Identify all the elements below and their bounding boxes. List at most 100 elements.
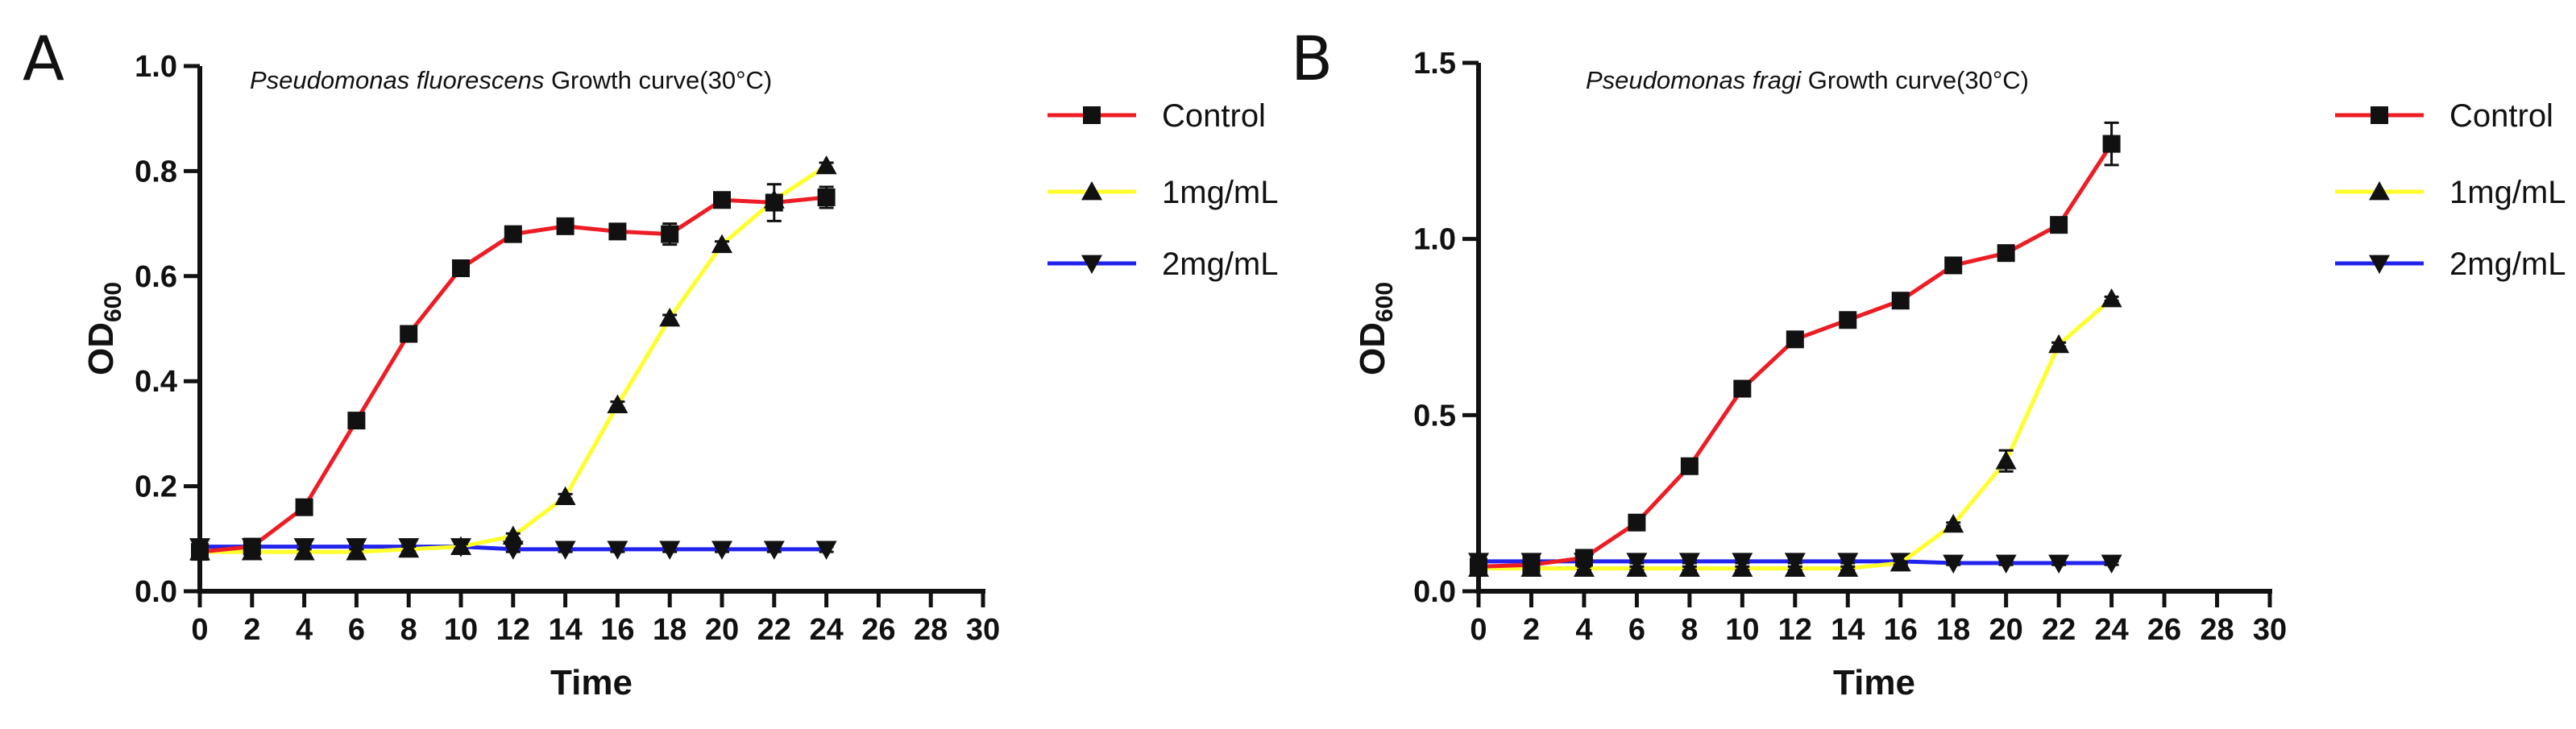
data-point	[2101, 554, 2122, 574]
legend-label: 2mg/mL	[1162, 246, 1279, 282]
x-tick-label: 18	[1936, 613, 1970, 647]
data-point	[504, 225, 522, 243]
x-tick-label: 20	[1989, 613, 2023, 647]
y-tick-label: 0.2	[135, 470, 177, 504]
legend-marker	[1083, 106, 1101, 124]
x-tick-label: 22	[2042, 613, 2076, 647]
chart-a-svg: 0.00.20.40.60.81.00 2 4 6 8 10 12 14 16 18 20 22 24 2…	[81, 50, 1279, 702]
data-point	[243, 537, 261, 556]
x-tick-label: 4	[1575, 613, 1592, 647]
data-point	[346, 541, 367, 561]
panel-letter-b: B	[1291, 23, 1334, 94]
data-point	[1574, 549, 1593, 567]
y-tick-label: 1.5	[1413, 47, 1456, 81]
data-point	[554, 541, 576, 560]
y-axis-title-subscript: 600	[1371, 282, 1398, 322]
data-point	[191, 543, 209, 561]
x-tick-label: 8	[1681, 613, 1698, 647]
series-line	[1478, 143, 2113, 569]
y-tick-label: 0.8	[135, 155, 177, 188]
x-tick-label: 30	[2253, 613, 2287, 647]
x-axis-title: Time	[550, 663, 633, 702]
chart-panel-b: B 0.0 0.5 1.0 1.5 0 2 4 6 8 10 12 14 16 18 20 22 24 26 28 3…	[1288, 0, 2576, 729]
data-point	[347, 412, 366, 430]
data-point	[1470, 557, 1487, 576]
x-tick-label: 18	[653, 613, 687, 647]
x-tick-label: 6	[348, 613, 365, 647]
legend-item: Control	[1047, 98, 1266, 134]
series-line	[200, 164, 828, 554]
legend-label: Control	[1162, 98, 1266, 134]
y-tick-label: 0.0	[1413, 575, 1456, 609]
legend-item: 1mg/mL	[1047, 175, 1279, 210]
x-tick-label: 20	[705, 613, 739, 647]
data-point	[502, 525, 524, 545]
data-point	[2102, 135, 2121, 153]
data-point	[1626, 557, 1648, 577]
data-point	[554, 486, 576, 506]
data-point	[502, 541, 524, 560]
panel-letter-a: A	[23, 23, 64, 94]
data-point	[1944, 256, 1963, 275]
data-point	[2050, 216, 2068, 234]
data-point	[1839, 311, 1857, 329]
data-point	[661, 225, 679, 243]
data-point	[1678, 557, 1700, 577]
data-point	[1995, 554, 2017, 574]
x-tick-label: 24	[2094, 613, 2128, 647]
data-point	[1680, 457, 1699, 475]
x-tick-label: 10	[444, 613, 478, 647]
y-tick-label: 0.6	[135, 260, 177, 294]
data-point	[711, 234, 732, 254]
x-tick-label: 10	[1725, 613, 1759, 647]
x-tick-label: 0	[1470, 613, 1487, 647]
x-tick-label: 0	[191, 613, 208, 647]
data-point	[2101, 288, 2122, 308]
legend-item: 1mg/mL	[2335, 175, 2566, 210]
legend-marker	[2371, 106, 2388, 124]
data-point	[1889, 553, 1911, 572]
data-point	[450, 536, 471, 555]
series-1mg-ml	[189, 155, 837, 561]
x-tick-label: 12	[496, 613, 530, 647]
x-tick-label: 14	[548, 613, 582, 647]
data-point	[2048, 554, 2070, 574]
data-point	[1943, 554, 1964, 574]
y-tick-label: 1.0	[1413, 223, 1456, 257]
y-tick-label: 0.5	[1413, 399, 1456, 433]
x-tick-label: 6	[1628, 613, 1645, 647]
data-point	[659, 541, 681, 560]
x-tick-label: 8	[400, 613, 417, 647]
legend-marker	[2369, 255, 2390, 274]
series-control	[191, 183, 836, 561]
legend-label: 1mg/mL	[2449, 175, 2566, 210]
x-tick-label: 28	[914, 613, 948, 647]
legend-item: 2mg/mL	[1047, 246, 1279, 282]
y-axis-title: OD600	[1353, 282, 1398, 375]
x-tick-label: 14	[1831, 613, 1865, 647]
x-axis-title: Time	[1833, 663, 1915, 702]
data-point	[1786, 330, 1804, 349]
plot-title: Pseudomonas fragi Growth curve(30°C)	[1586, 66, 2029, 94]
legend-marker	[1081, 181, 1102, 201]
data-point	[2048, 333, 2070, 354]
data-point	[1891, 292, 1910, 310]
series-line	[199, 195, 827, 554]
data-point	[1943, 513, 1964, 533]
data-point	[713, 191, 731, 209]
data-point	[817, 188, 836, 206]
data-point	[452, 259, 470, 278]
x-tick-label: 22	[757, 613, 791, 647]
data-point	[711, 541, 732, 560]
data-point	[1784, 557, 1806, 577]
legend-marker	[2369, 181, 2390, 201]
data-point	[556, 217, 575, 235]
data-point	[1522, 556, 1541, 574]
data-point	[763, 541, 785, 560]
data-point	[1733, 379, 1752, 398]
y-tick-label: 0.4	[135, 365, 177, 399]
x-tick-label: 30	[966, 613, 1000, 647]
x-tick-label: 16	[1884, 613, 1918, 647]
data-point	[1997, 244, 2015, 263]
x-tick-label: 16	[600, 613, 634, 647]
